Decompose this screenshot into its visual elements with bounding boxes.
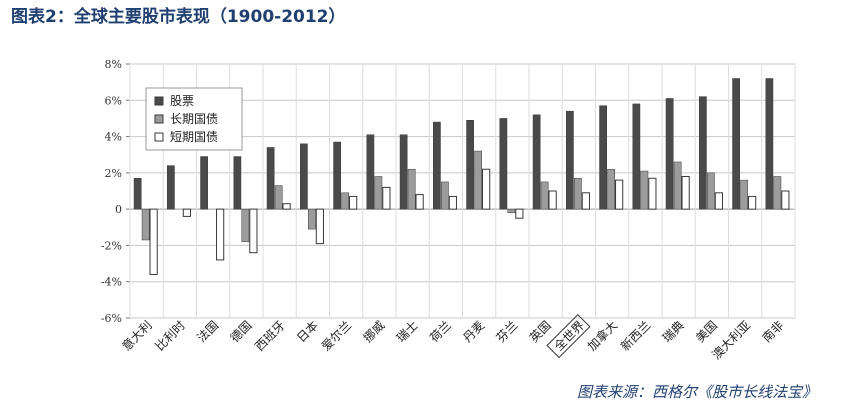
legend-label: 长期国债 [170,112,218,126]
bar-短期国债 [648,177,657,210]
legend-swatch [154,132,164,142]
bar-长期国债 [241,208,250,243]
bar-短期国债 [315,208,324,245]
bar-长期国债 [308,208,316,230]
source-note: 图表来源：西格尔《股市长线法宝》 [576,383,817,401]
x-tick-label: 德国 [227,318,255,346]
bar-长期国债 [441,181,449,210]
y-tick-label: -6% [101,312,122,325]
bar-短期国债 [781,190,790,210]
bar-股票 [133,178,142,210]
bar-股票 [366,134,375,210]
bar-短期国债 [515,208,524,219]
x-tick-label: 新西兰 [617,318,653,354]
bar-短期国债 [448,195,457,210]
bar-长期国债 [607,168,615,210]
bar-股票 [399,134,408,210]
bar-长期国债 [773,176,782,210]
x-tick-label: 瑞士 [394,318,421,345]
bar-短期国债 [149,208,158,275]
legend-label: 短期国债 [170,130,218,144]
bar-股票 [333,141,341,210]
y-tick-label: 6% [105,94,122,107]
x-tick-label: 西班牙 [252,318,287,353]
bar-股票 [200,156,208,210]
bar-短期国债 [581,192,590,210]
bar-短期国债 [714,192,723,210]
bar-长期国债 [274,185,283,210]
bar-短期国债 [349,195,358,210]
x-tick-label: 爱尔兰 [318,318,354,354]
figure-title: 图表2：全球主要股市表现（1900-2012） [11,7,346,27]
bar-短期国债 [615,179,624,210]
x-tick-label: 英国 [527,318,554,345]
bar-长期国债 [474,150,482,210]
highlight-box [546,313,591,359]
bar-短期国债 [382,186,391,210]
bar-股票 [433,121,441,210]
bar-长期国债 [507,208,516,214]
y-tick-label: 8% [105,58,122,71]
bar-股票 [499,118,508,210]
bar-股票 [466,119,474,210]
bar-短期国债 [282,203,291,210]
x-tick-label: 美国 [693,318,720,345]
y-tick-label: -2% [101,239,122,252]
bar-短期国债 [216,208,225,261]
bar-短期国债 [249,208,258,254]
bar-股票 [300,143,308,210]
bar-短期国债 [548,190,557,210]
bar-股票 [266,147,275,210]
bar-长期国债 [407,168,416,210]
y-tick-label: 4% [105,131,122,144]
bar-股票 [732,78,740,210]
bar-短期国债 [415,194,424,210]
bar-短期国债 [182,208,191,217]
x-tick-label: 日本 [294,318,321,345]
bar-股票 [765,78,774,210]
bar-股票 [233,156,242,210]
legend-swatch [154,114,164,124]
x-tick-label: 荷兰 [427,318,454,345]
legend-label: 股票 [170,94,194,108]
x-tick-label: 南非 [759,318,787,346]
bar-长期国债 [673,161,682,210]
y-tick-label: 2% [105,167,122,180]
bar-短期国债 [482,168,491,210]
bar-股票 [566,110,574,210]
x-tick-label: 丹麦 [460,318,487,345]
bar-股票 [599,105,607,210]
bar-短期国债 [681,175,690,210]
bar-长期国债 [707,172,715,210]
y-tick-label: 0 [115,203,122,216]
bar-股票 [665,98,674,210]
bar-长期国债 [141,208,150,241]
y-tick-label: -4% [101,276,122,289]
bar-长期国债 [341,192,349,210]
bar-短期国债 [748,195,757,210]
bar-长期国债 [574,178,582,210]
x-tick-label: 法国 [194,318,221,345]
x-tick-label: 加拿大 [584,318,620,354]
bar-股票 [167,165,175,210]
bar-股票 [699,96,707,210]
bar-长期国债 [640,170,649,210]
x-tick-label: 比利时 [153,318,188,353]
x-tick-label: 芬兰 [494,318,521,345]
bar-长期国债 [374,176,383,210]
bar-长期国债 [740,179,748,210]
legend-swatch [154,96,164,106]
x-tick-label: 瑞典 [660,318,687,345]
bar-股票 [632,103,641,210]
x-tick-label: 挪威 [361,318,388,345]
bar-股票 [532,114,541,210]
x-tick-label: 意大利 [119,318,155,354]
bar-长期国债 [540,181,549,210]
